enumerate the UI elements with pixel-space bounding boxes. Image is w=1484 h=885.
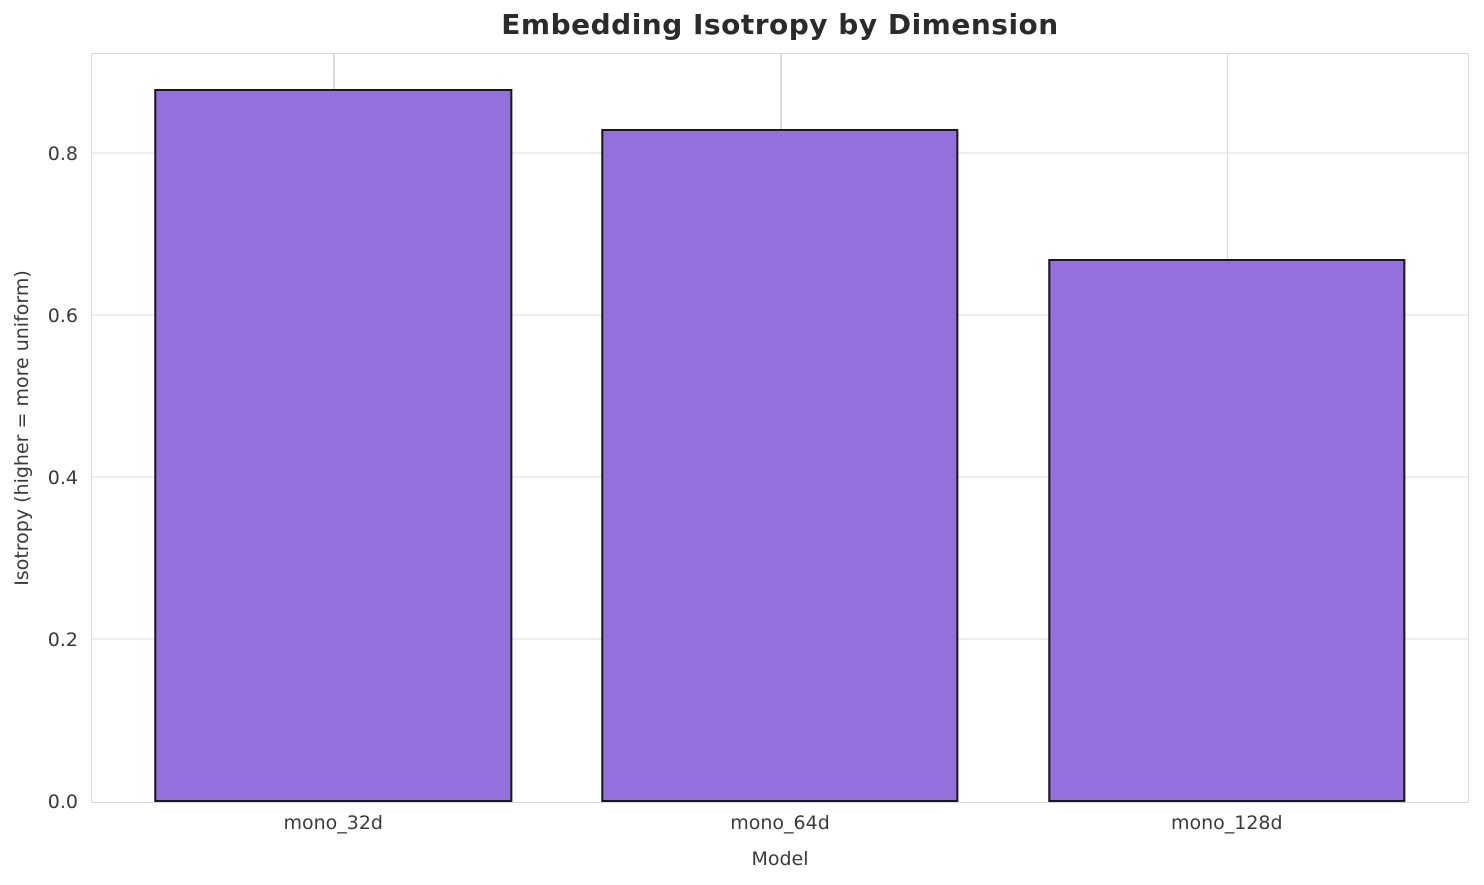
bar-mono_128d xyxy=(1048,259,1406,802)
bar-mono_32d xyxy=(154,88,512,802)
y-tick-label: 0.8 xyxy=(47,142,78,165)
plot-area: 0.0 0.2 0.4 0.6 0.8 mono_32d mono_64d mono_128d xyxy=(48,53,1469,834)
y-axis-label: Isotropy (higher = more uniform) xyxy=(11,270,33,586)
x-tick-label-mono_32d: mono_32d xyxy=(283,812,384,834)
chart-title: Embedding Isotropy by Dimension xyxy=(501,8,1059,41)
y-tick-label: 0.2 xyxy=(47,628,78,651)
y-tick-label: 0.0 xyxy=(47,791,78,813)
y-tick-label: 0.6 xyxy=(47,304,78,327)
x-tick-label-mono_64d: mono_64d xyxy=(730,812,830,834)
bar-mono_64d xyxy=(601,129,959,802)
x-tick-label-mono_128d: mono_128d xyxy=(1170,812,1283,834)
y-tick-label: 0.4 xyxy=(47,466,78,489)
x-axis-label: Model xyxy=(751,848,809,870)
